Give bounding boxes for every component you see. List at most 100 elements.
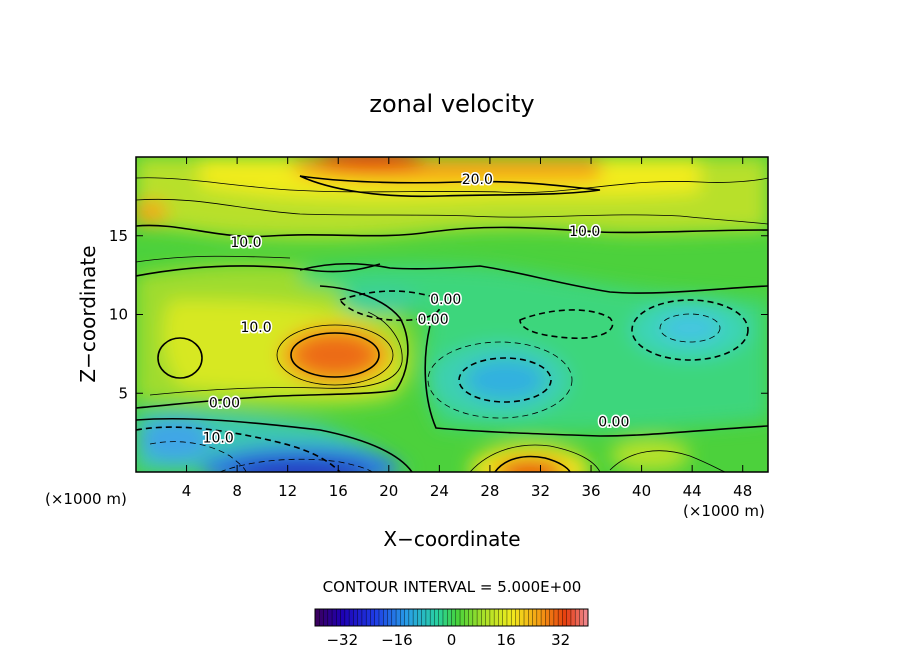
colorbar-swatch: [344, 609, 350, 626]
colorbar-swatch: [413, 609, 418, 626]
colorbar-tick-label: 32: [551, 631, 570, 649]
contour-label: 0.00: [430, 292, 461, 308]
colorbar-tick-label: 16: [497, 631, 516, 649]
colorbar-swatch: [374, 609, 380, 626]
colorbar-swatch: [442, 609, 448, 626]
y-tick-label: 15: [109, 227, 128, 245]
x-tick-label: 20: [379, 482, 398, 500]
contour-label: 0.00: [417, 312, 448, 328]
colorbar-swatch: [460, 609, 465, 626]
contour-label: 10.0: [230, 235, 261, 251]
colorbar-swatch: [319, 609, 325, 626]
chart-title: zonal velocity: [369, 90, 534, 118]
colorbar-swatch: [366, 609, 371, 626]
colorbar-swatch: [387, 609, 393, 626]
x-tick-label: 28: [480, 482, 499, 500]
y-axis-ticks: 5 10 15: [109, 227, 768, 402]
colorbar-swatch: [400, 609, 406, 626]
contour-label: 10.0: [240, 320, 271, 336]
colorbar-swatch: [391, 609, 397, 626]
colorbar-tick-labels: −32 −16 0 16 32: [326, 631, 570, 649]
x-tick-label: 4: [182, 482, 192, 500]
colorbar-swatch: [562, 609, 568, 626]
colorbar-swatch: [353, 609, 359, 626]
colorbar-swatch: [545, 609, 551, 626]
colorbar-swatch: [511, 609, 516, 626]
colorbar-swatch: [323, 609, 329, 626]
colorbar-swatch: [566, 609, 572, 626]
x-axis-label: X−coordinate: [383, 527, 520, 551]
contour-interval-note: CONTOUR INTERVAL = 5.000E+00: [323, 578, 582, 596]
colorbar-swatch: [558, 609, 563, 626]
y-tick-label: 5: [118, 384, 128, 402]
colorbar-tick-label: −32: [326, 631, 358, 649]
colorbar-swatch: [553, 609, 559, 626]
x-tick-label: 32: [531, 482, 550, 500]
colorbar-swatch: [383, 609, 389, 626]
colorbar-swatch: [489, 609, 495, 626]
colorbar-swatch: [327, 609, 333, 626]
colorbar-frame: [314, 608, 589, 627]
colorbar-swatch: [575, 609, 580, 626]
contour-labels: 20.0 10.0 10.0 10.0 10.0 0.00 0.00 0.00 0.00: [201, 171, 631, 448]
x-tick-label: 24: [430, 482, 449, 500]
colorbar-swatch: [477, 609, 482, 626]
colorbar-swatch: [315, 609, 320, 626]
colorbar-swatch: [378, 609, 384, 626]
colorbar-swatch: [570, 609, 576, 626]
colorbar-swatch: [451, 609, 457, 626]
x-tick-label: 48: [733, 482, 752, 500]
colorbar-tick-label: 0: [447, 631, 457, 649]
colorbar-swatch: [425, 609, 431, 626]
colorbar-swatch: [404, 609, 410, 626]
colorbar-swatch: [472, 609, 478, 626]
colorbar-swatch: [524, 609, 529, 626]
x-tick-label: 16: [329, 482, 348, 500]
x-tick-label: 36: [581, 482, 600, 500]
colorbar-swatch: [370, 609, 376, 626]
colorbar-swatch: [349, 609, 354, 626]
contour-label: 10.0: [569, 224, 600, 240]
colorbar-swatch: [498, 609, 504, 626]
contour-label: 10.0: [203, 430, 234, 446]
colorbar-swatch: [541, 609, 546, 626]
x-unit-label-left: (×1000 m): [45, 490, 127, 508]
colorbar-swatch: [421, 609, 427, 626]
colorbar-swatch: [502, 609, 508, 626]
colorbar-swatch: [549, 609, 555, 626]
colorbar-swatch: [447, 609, 452, 626]
contour-label: 0.00: [598, 415, 629, 431]
colorbar: [314, 608, 589, 627]
x-tick-label: 40: [632, 482, 651, 500]
colorbar-swatch: [434, 609, 440, 626]
colorbar-tick-label: −16: [381, 631, 413, 649]
colorbar-swatch: [336, 609, 342, 626]
colorbar-swatch: [438, 609, 444, 626]
x-unit-label-right: (×1000 m): [683, 502, 765, 520]
colorbar-swatch: [528, 609, 534, 626]
colorbar-swatch: [430, 609, 435, 626]
y-tick-label: 10: [109, 306, 128, 324]
colorbar-swatch: [464, 609, 470, 626]
colorbar-swatch: [515, 609, 521, 626]
colorbar-swatch: [417, 609, 423, 626]
colorbar-swatch: [357, 609, 363, 626]
x-tick-label: 8: [232, 482, 242, 500]
velocity-field: 20.0 10.0 10.0 10.0 10.0 0.00 0.00 0.00 0.00: [136, 157, 768, 472]
colorbar-swatch: [579, 609, 585, 626]
colorbar-swatch: [494, 609, 499, 626]
colorbar-swatch: [332, 609, 337, 626]
x-tick-label: 12: [278, 482, 297, 500]
colorbar-swatch: [532, 609, 538, 626]
x-tick-label: 44: [683, 482, 702, 500]
contour-label: 20.0: [462, 172, 493, 188]
colorbar-swatch: [468, 609, 474, 626]
colorbar-swatch: [485, 609, 491, 626]
x-axis-ticks: 4 8 12 16 20 24 28 32 36 40 44 48: [182, 157, 752, 500]
contour-label: 0.00: [209, 396, 240, 412]
colorbar-swatch: [340, 609, 346, 626]
y-axis-label: Z−coordinate: [76, 245, 100, 382]
colorbar-swatch: [455, 609, 461, 626]
colorbar-swatch: [396, 609, 401, 626]
